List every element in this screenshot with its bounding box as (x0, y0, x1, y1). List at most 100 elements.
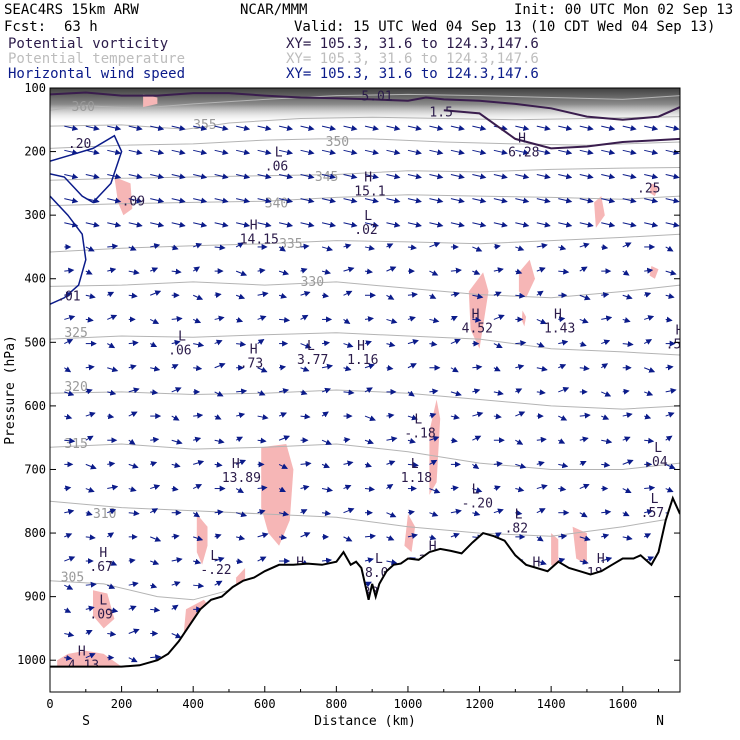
x-tick-label: 1200 (465, 697, 494, 711)
wind-vector (665, 197, 680, 204)
wind-vector (536, 149, 551, 156)
wind-vector (472, 316, 482, 323)
wind-vector (386, 125, 401, 131)
field-xy-wind: XY= 105.3, 31.6 to 124.3,147.6 (286, 66, 539, 82)
wind-vector (321, 462, 330, 469)
y-tick-label: 900 (24, 590, 46, 604)
wind-vector (321, 221, 337, 228)
wind-vector (493, 197, 508, 204)
wind-vector (128, 292, 138, 299)
isentrope-label-355: 355 (193, 118, 216, 133)
terrain-profile (50, 495, 680, 692)
wind-vector (579, 535, 591, 542)
wind-vector (536, 242, 548, 249)
wind-vector (493, 365, 501, 372)
wind-vector (300, 197, 315, 204)
extremum-kind: L (210, 549, 218, 564)
extremum-kind: H (472, 307, 480, 322)
wind-vector (601, 533, 610, 540)
source-label: NCAR/MMM (240, 2, 308, 18)
wind-vector (343, 535, 353, 542)
extremum-kind: H (250, 342, 258, 357)
wind-vector (536, 341, 545, 348)
isentrope-315 (50, 443, 680, 470)
terrain-line (50, 495, 680, 668)
wind-vector (579, 460, 587, 467)
wind-vector (515, 340, 527, 347)
wind-vector (64, 437, 76, 444)
wind-vector (364, 221, 379, 228)
wind-vector (107, 583, 116, 589)
extremum-value: -.18 (404, 426, 435, 441)
wind-vector (665, 221, 680, 228)
shaded-region-17 (649, 266, 659, 279)
extremum-value: .06 (168, 344, 191, 359)
wind-vector (64, 149, 79, 156)
wind-vector (236, 125, 251, 131)
wind-vector (278, 435, 291, 441)
wind-vector (364, 461, 372, 468)
wind-vector (579, 511, 588, 518)
wind-vector (236, 341, 247, 348)
wind-vector (257, 125, 272, 131)
wind-vector (407, 315, 416, 322)
wind-vector (407, 221, 422, 228)
wind-vector (278, 293, 288, 299)
wind-vector (128, 269, 140, 276)
wind-vector (64, 339, 74, 345)
wind-vector (622, 487, 632, 493)
wind-vector (386, 266, 397, 272)
y-tick-label: 100 (24, 81, 46, 95)
wind-vector (429, 487, 441, 494)
shaded-region-16 (649, 183, 659, 197)
wind-vector (493, 149, 508, 156)
wind-vector (493, 389, 504, 396)
wind-vector (429, 459, 438, 466)
extremum-kind: L (411, 457, 419, 472)
wind-vector (364, 340, 372, 347)
wind-vector (85, 221, 100, 228)
extremum-value: .09 (122, 194, 145, 209)
wind-vector (386, 436, 398, 443)
wind-vector (171, 387, 182, 393)
wind-vector (429, 173, 444, 180)
model-title: SEAC4RS 15km ARW (4, 2, 139, 18)
wind-vector (601, 315, 613, 322)
wind-vector (193, 459, 205, 466)
wind-vector (300, 173, 315, 180)
wind-vector (107, 366, 119, 373)
wind-vector (300, 267, 308, 274)
x-tick-label: 1400 (537, 697, 566, 711)
wind-vector (407, 244, 417, 251)
shaded-region-2 (114, 177, 133, 216)
wind-vector (493, 267, 504, 274)
stratosphere-shading (50, 88, 680, 124)
wind-vector (236, 558, 244, 565)
wind-vector (64, 584, 74, 590)
wind-vector (429, 534, 437, 541)
wind-vector (279, 534, 288, 541)
wind-vector (85, 510, 93, 516)
wind-vector (64, 654, 73, 661)
wind-vector (407, 173, 422, 180)
wind-vector (601, 173, 616, 180)
wind-vector (429, 125, 444, 131)
wind-vector (622, 412, 633, 419)
wind-vector (665, 149, 680, 156)
wind-vector (278, 221, 294, 228)
wind-vector (601, 221, 616, 228)
extremum-value: .82 (505, 522, 528, 537)
wind-vector (235, 293, 246, 300)
wind-vector (128, 387, 140, 394)
plot-frame (49, 87, 681, 693)
wind-vector (171, 581, 181, 587)
wind-vector (214, 244, 226, 251)
wind-vector (644, 315, 655, 321)
wind-vector (601, 197, 616, 204)
pv-contour-2 (50, 195, 87, 305)
wind-vector (343, 173, 358, 180)
wind-vector (386, 341, 396, 348)
extremum-value: 5.01 (361, 89, 392, 104)
wind-vector (278, 486, 286, 492)
wind-vector (386, 197, 401, 204)
